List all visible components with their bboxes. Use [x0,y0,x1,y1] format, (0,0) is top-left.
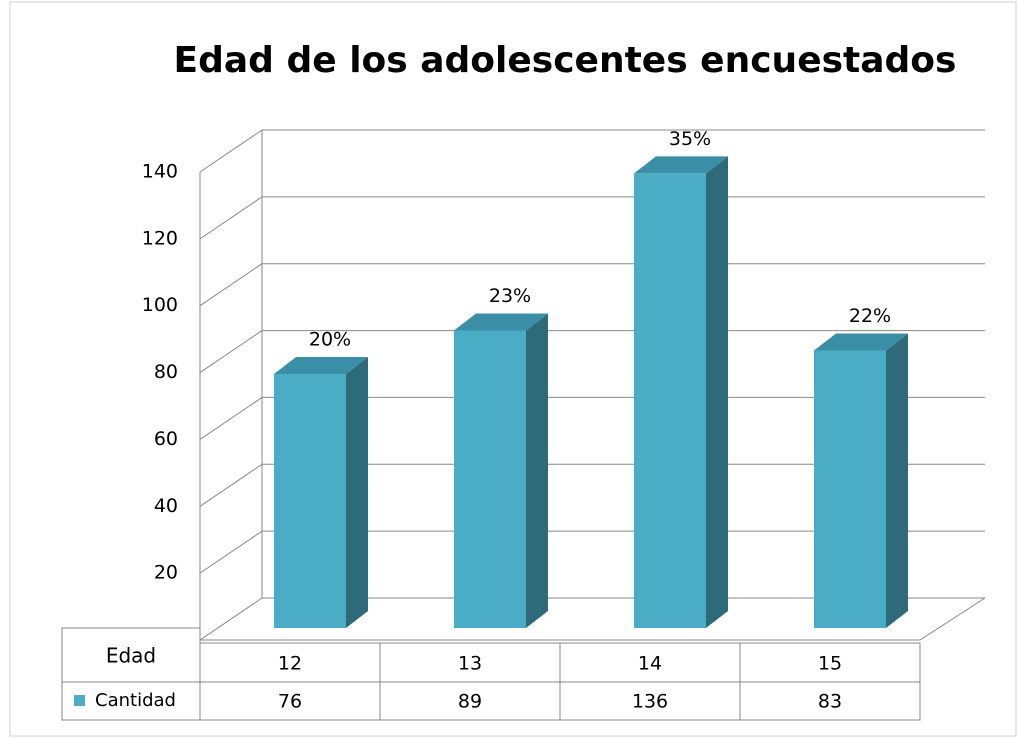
bar-top [454,313,548,331]
bar-side [346,356,368,628]
y-tick-label: 140 [142,161,178,183]
grid-line-side [199,196,263,240]
grid-line-side [199,397,263,440]
grid-line-side [199,330,263,373]
x-tick-label: 12 [278,653,302,675]
bar-side [886,333,908,628]
bar-side [706,156,728,628]
x-tick-label: 14 [638,653,662,675]
legend-swatch [74,695,85,706]
y-tick-label: 60 [154,428,178,450]
bar [814,350,886,628]
table-header: Edad [106,644,156,668]
floor-front [200,597,986,641]
bar-top [634,156,728,174]
y-tick-label: 20 [154,562,178,584]
bar [274,373,346,628]
data-label: 23% [489,285,531,307]
data-label: 20% [309,328,351,350]
y-tick-label: 100 [142,294,178,316]
y-tick-label: 80 [154,361,178,383]
table-cell [739,681,921,721]
x-tick-label: 13 [458,653,482,675]
bar-top [274,356,368,374]
bar-side [526,313,548,628]
floor-left [199,597,263,641]
grid-line-side [199,129,263,173]
chart-title: Edad de los adolescentes encuestados [174,40,957,81]
data-label: 22% [849,305,891,327]
grid-line-side [199,263,263,307]
y-tick-label: 40 [154,495,178,517]
bar-top [814,333,908,351]
table-value: 136 [632,691,668,713]
table-value: 83 [818,691,842,713]
grid-line-side [199,530,263,574]
y-tick-label: 120 [142,227,178,249]
x-tick-label: 15 [818,653,842,675]
table-value: 76 [278,691,302,713]
bar [634,173,706,628]
bar [454,330,526,628]
table-value: 89 [458,691,482,713]
data-label: 35% [669,128,711,150]
grid-line-side [199,463,263,507]
legend-label: Cantidad [95,690,176,711]
